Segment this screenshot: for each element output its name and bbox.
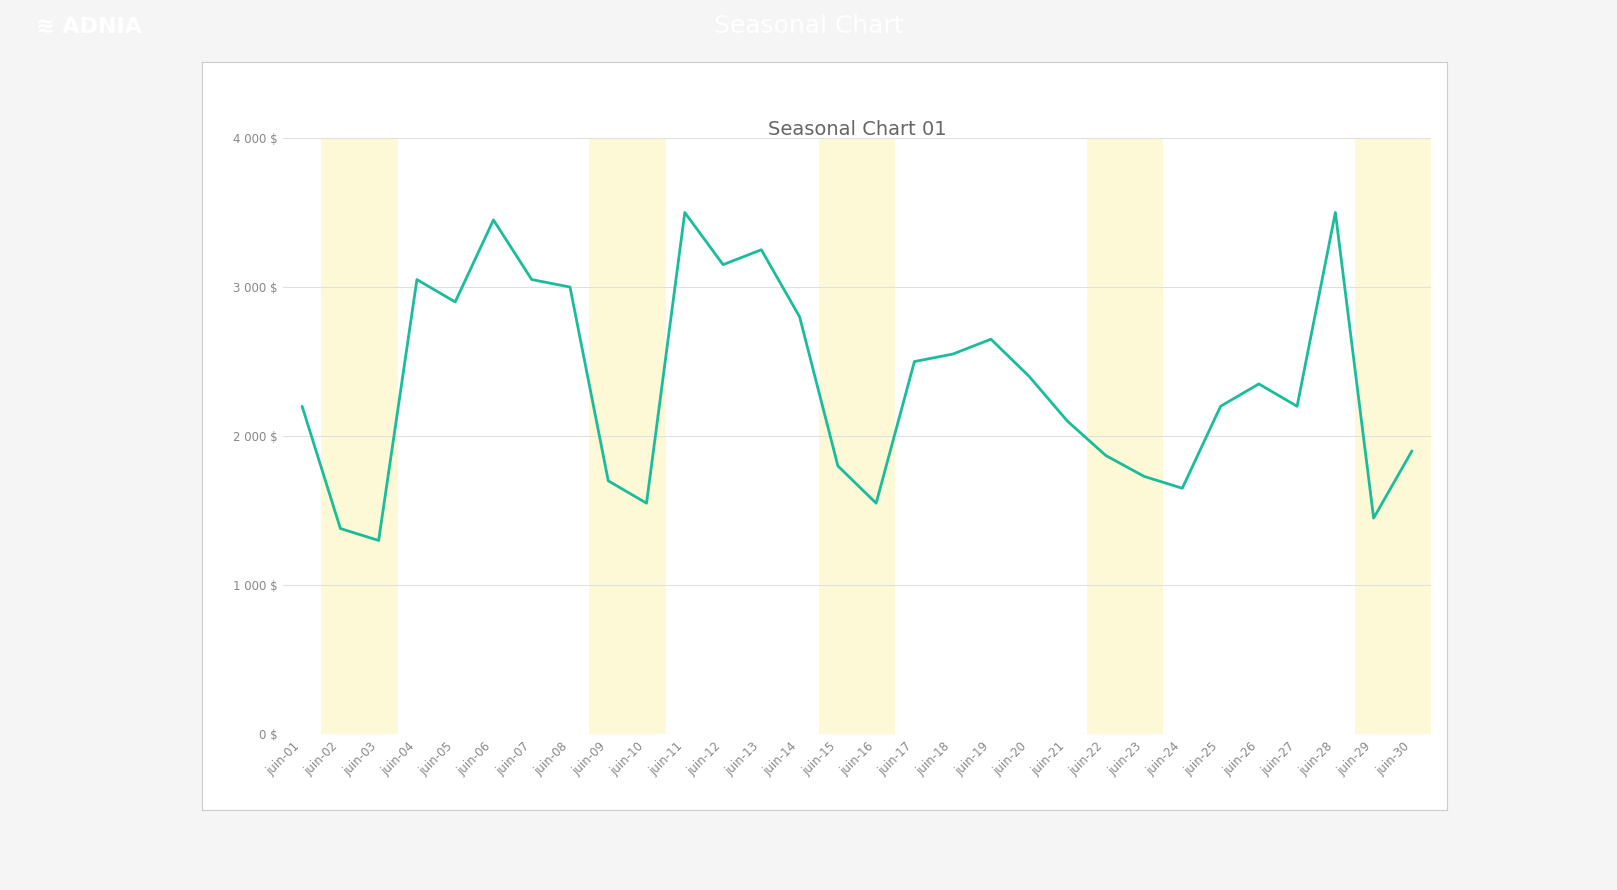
Text: ≋ ADNIA: ≋ ADNIA [36, 17, 141, 36]
Bar [589, 138, 666, 734]
Bar [322, 138, 398, 734]
Bar [1355, 138, 1431, 734]
Text: Seasonal Chart 01: Seasonal Chart 01 [768, 119, 946, 139]
Bar [818, 138, 896, 734]
Text: Seasonal Chart: Seasonal Chart [713, 14, 904, 38]
Bar [1087, 138, 1163, 734]
